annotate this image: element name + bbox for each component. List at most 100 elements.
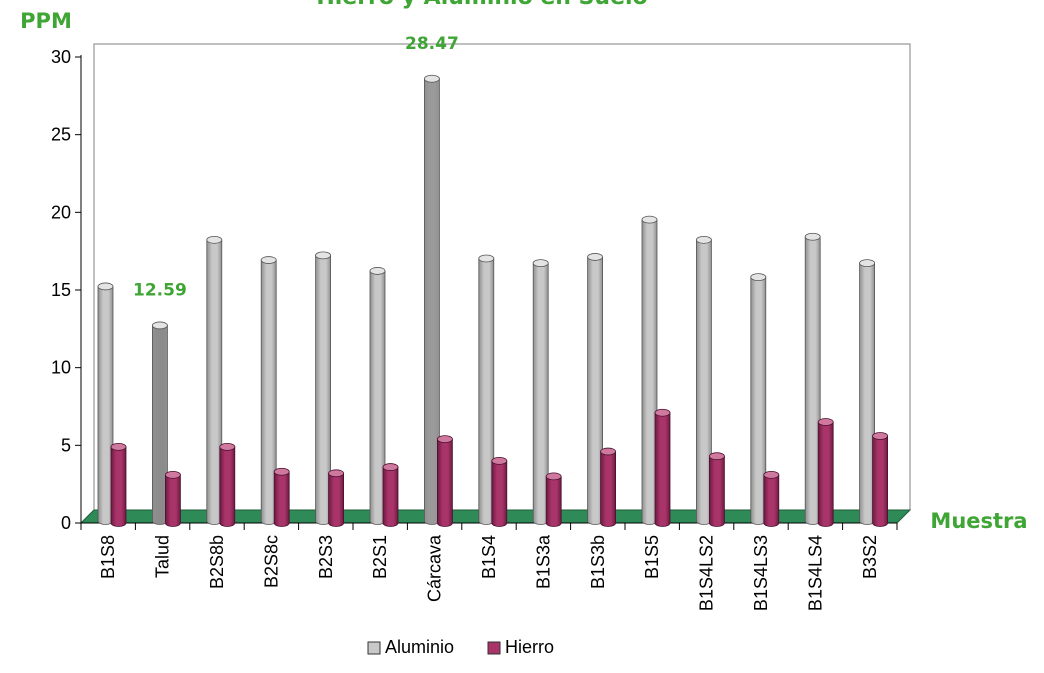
bar-top [110, 442, 127, 451]
x-tick-label: B2S3 [316, 535, 336, 579]
bars [97, 74, 888, 527]
y-tick-label: 5 [61, 435, 71, 455]
data-label: 28.47 [405, 34, 459, 54]
x-tick-label: B1S4LS2 [697, 535, 717, 611]
bar-top [600, 447, 616, 456]
legend-swatch [367, 641, 381, 655]
y-tick-label: 10 [51, 358, 71, 378]
bar-body [763, 474, 780, 527]
bar-hierro [328, 469, 345, 527]
bar-body [219, 446, 236, 527]
bar-hierro [491, 456, 508, 527]
bar-hierro [600, 447, 616, 527]
bar-top [328, 469, 345, 478]
bar-top [219, 442, 236, 451]
chart-title: Hierro y Aluminio en Suelo [316, 0, 647, 10]
bar-hierro [709, 452, 725, 527]
x-tick-label: B1S5 [642, 535, 662, 579]
bar-top [804, 232, 821, 241]
bar-top [859, 259, 875, 268]
bar-aluminio [151, 321, 168, 525]
bar-top [532, 259, 549, 268]
bar-hierro [382, 463, 399, 527]
bar-aluminio [532, 259, 549, 525]
x-axis: B1S8 Talud B2S8b B2S8c B2S3 B2S1 Cárcava B1S4 B1… [80, 522, 898, 611]
bar-hierro [219, 442, 236, 527]
y-axis-title: PPM [20, 9, 72, 33]
y-axis: 0 5 10 15 20 25 30 [51, 47, 82, 533]
annotations: 12.59 28.47 [133, 34, 459, 301]
bar-hierro [872, 432, 888, 527]
bar-body [817, 421, 834, 527]
x-tick-label: B2S8b [207, 535, 227, 589]
x-tick-label: B2S1 [370, 535, 390, 579]
x-axis-title: Muestra [930, 509, 1027, 533]
bar-hierro [110, 442, 127, 527]
bar-body [165, 474, 181, 527]
bar-top [641, 215, 658, 224]
bar-top [817, 418, 834, 426]
bar-aluminio [206, 235, 223, 525]
bar-body [545, 476, 562, 527]
x-tick-label: B1S4 [479, 535, 499, 579]
y-tick-label: 25 [51, 125, 71, 145]
x-tick-label: B1S3b [588, 535, 608, 589]
bar-top [545, 472, 562, 481]
bar-body [382, 466, 399, 527]
bar-body [328, 472, 344, 527]
x-tick-label: B2S8c [261, 535, 281, 588]
bar-top [750, 273, 767, 282]
back-wall [80, 43, 911, 524]
bar-aluminio [696, 235, 712, 525]
bar-body [110, 446, 127, 527]
bar-top [696, 235, 712, 244]
legend: Aluminio Hierro [367, 637, 554, 657]
plot-area [79, 43, 912, 524]
bar-hierro [763, 470, 780, 527]
bar-hierro [273, 467, 290, 527]
bar-top [423, 74, 440, 83]
legend-label: Aluminio [385, 637, 454, 657]
bar-top [587, 253, 603, 261]
bar-top [164, 470, 181, 479]
bar-body [872, 435, 888, 527]
x-tick-label: B1S3a [533, 534, 553, 589]
bar-top [151, 321, 168, 330]
bar-aluminio [369, 267, 386, 525]
bar-body [437, 438, 453, 527]
legend-swatch [487, 641, 501, 655]
x-tick-label: Talud [153, 535, 173, 578]
bar-top [369, 267, 386, 275]
x-tick-label: B3S2 [860, 535, 880, 579]
bar-top [709, 452, 725, 461]
bar-body [709, 455, 725, 527]
bar-body [654, 412, 671, 527]
bar-top [315, 251, 332, 260]
x-tick-label: B1S4LS3 [751, 535, 771, 611]
y-tick-label: 20 [51, 202, 71, 222]
bar-top [491, 456, 508, 465]
y-tick-label: 0 [61, 513, 71, 533]
x-tick-label: Cárcava [425, 534, 445, 602]
y-tick-label: 15 [51, 280, 71, 300]
bar-top [97, 282, 114, 291]
bar-top [478, 254, 495, 263]
bar-hierro [545, 472, 562, 527]
bar-top [206, 235, 223, 244]
bar-hierro [436, 435, 453, 527]
bar-top [260, 256, 277, 264]
bar-top [763, 470, 780, 479]
bar-hierro [817, 418, 834, 527]
x-tick-label: B1S4LS4 [805, 535, 825, 611]
bar-top [382, 463, 399, 471]
legend-label: Hierro [505, 637, 554, 657]
bar-body [273, 471, 290, 527]
bar-top [654, 408, 671, 417]
bar-body [600, 451, 616, 527]
bar-top [436, 435, 453, 444]
bar-hierro [654, 408, 671, 527]
bar-hierro [164, 470, 181, 527]
bar-top [273, 467, 290, 476]
bar-body [491, 460, 508, 527]
